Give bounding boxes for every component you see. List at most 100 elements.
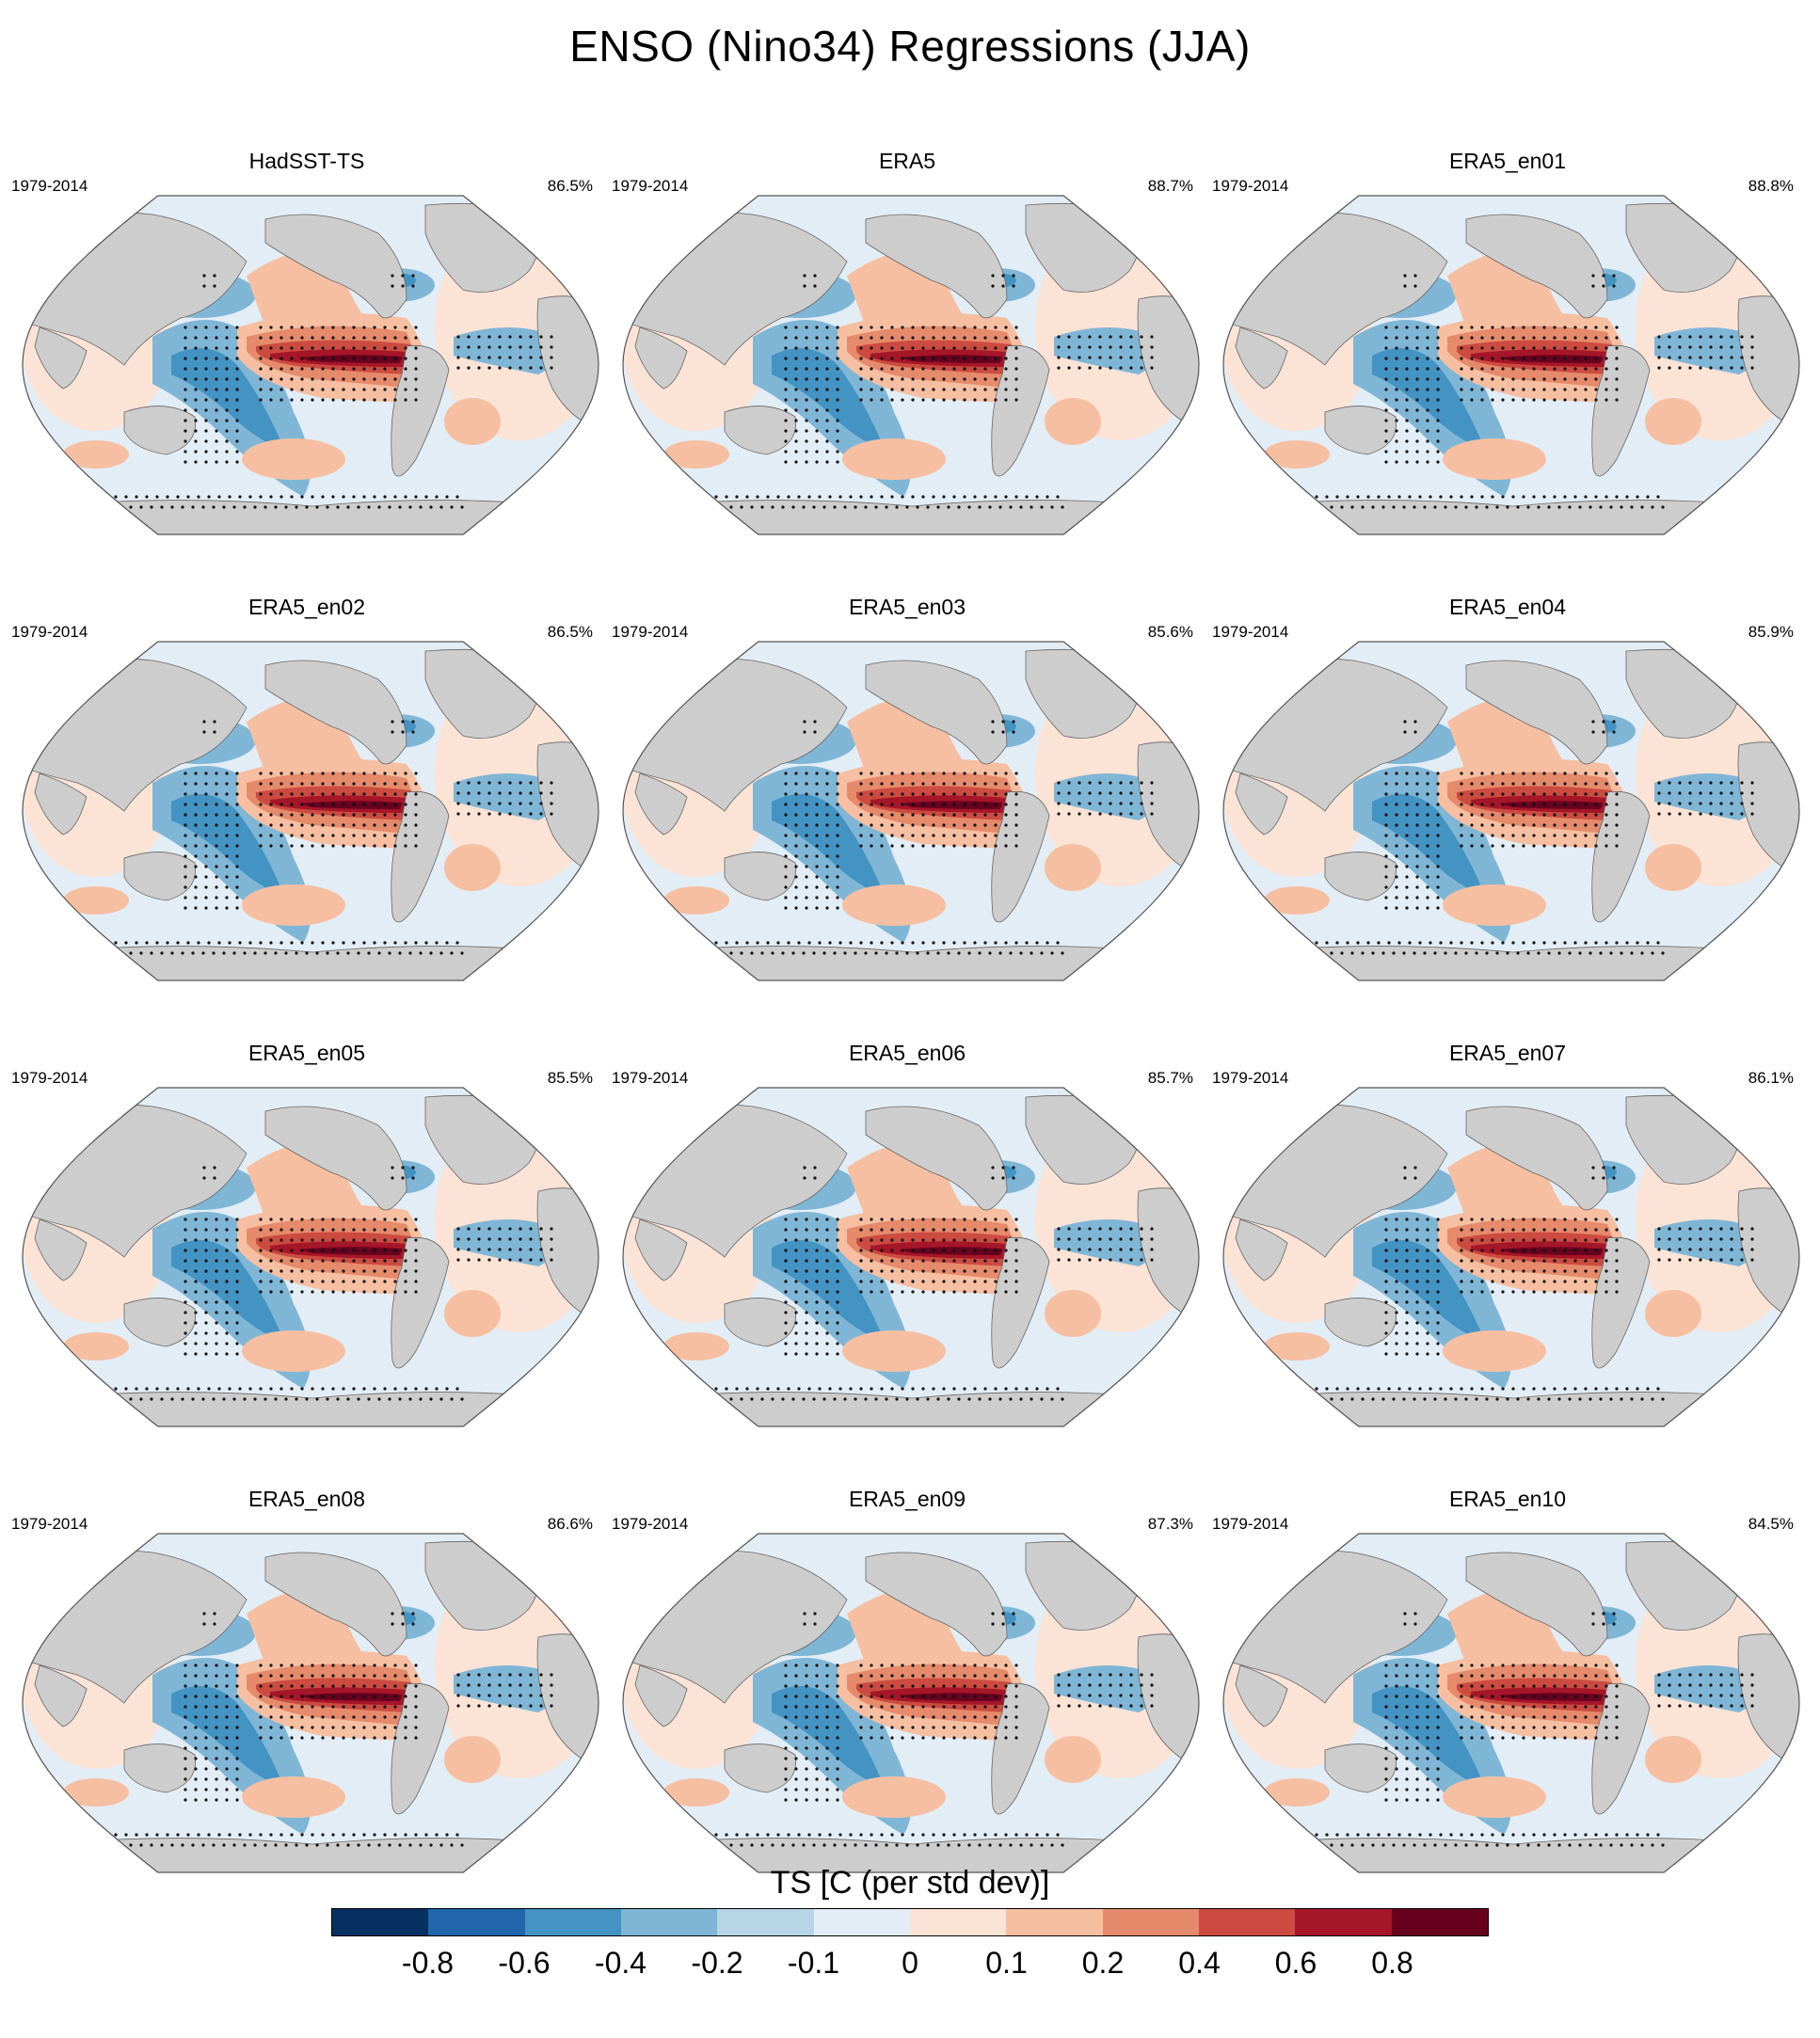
significance-dot — [870, 1715, 873, 1719]
significance-dot — [719, 1397, 723, 1401]
map-content — [623, 196, 1199, 534]
significance-dot — [802, 1843, 806, 1847]
significance-dot — [973, 1249, 977, 1252]
significance-dot — [311, 1387, 314, 1391]
significance-dot — [1740, 812, 1744, 816]
significance-dot — [228, 1833, 231, 1837]
significance-dot — [1004, 1664, 1008, 1667]
significance-dot — [1067, 1248, 1071, 1251]
significance-dot — [424, 941, 428, 945]
significance-dot — [936, 1397, 940, 1401]
significance-dot — [1511, 346, 1515, 350]
significance-dot — [805, 357, 808, 360]
significance-dot — [784, 1290, 788, 1294]
significance-dot — [1129, 1673, 1133, 1677]
significance-dot — [973, 1695, 977, 1698]
significance-dot — [1014, 782, 1018, 786]
anomaly-contour — [454, 773, 560, 820]
significance-dot — [1719, 356, 1723, 359]
significance-dot — [1129, 1227, 1133, 1231]
significance-dot — [331, 792, 335, 796]
significance-dot — [794, 1746, 798, 1750]
significance-dot — [1651, 951, 1654, 955]
significance-dot — [932, 823, 935, 827]
significance-dot — [1470, 1259, 1474, 1263]
significance-dot — [129, 951, 133, 955]
significance-dot — [1078, 356, 1081, 359]
significance-dot — [911, 792, 915, 796]
land-mass — [264, 1106, 407, 1211]
significance-dot — [1014, 1674, 1018, 1678]
significance-dot — [1067, 781, 1071, 785]
significance-dot — [880, 1228, 884, 1232]
significance-dot — [952, 803, 956, 806]
significance-dot — [1522, 1238, 1525, 1242]
significance-dot — [859, 1280, 863, 1283]
significance-dot — [1426, 1798, 1429, 1802]
significance-dot — [311, 1736, 314, 1740]
significance-dot — [825, 398, 829, 402]
significance-dot — [942, 495, 946, 499]
significance-dot — [947, 951, 950, 955]
significance-dot — [1584, 1387, 1588, 1391]
significance-dot — [994, 326, 998, 329]
significance-dot — [825, 1321, 829, 1325]
significance-dot — [1067, 1683, 1071, 1687]
significance-dot — [508, 1704, 512, 1708]
significance-dot — [1542, 1249, 1546, 1252]
significance-dot — [1594, 1218, 1598, 1221]
significance-dot — [300, 1674, 304, 1678]
significance-dot — [1433, 1843, 1437, 1847]
significance-dot — [1640, 505, 1644, 509]
significance-dot — [456, 812, 460, 816]
significance-dot — [414, 398, 418, 402]
significance-dot — [204, 813, 208, 817]
significance-dot — [419, 1843, 423, 1847]
significance-dot — [942, 326, 946, 329]
significance-dot — [243, 1397, 247, 1401]
significance-dot — [1067, 791, 1071, 795]
significance-dot — [235, 782, 239, 786]
significance-dot — [1688, 1227, 1692, 1231]
significance-dot — [1656, 1387, 1660, 1391]
significance-dot — [1553, 1238, 1557, 1242]
significance-dot — [1088, 366, 1092, 370]
significance-dot — [1384, 1788, 1388, 1791]
significance-dot — [1491, 782, 1494, 786]
significance-dot — [1088, 781, 1092, 785]
significance-dot — [352, 1228, 356, 1232]
significance-dot — [1553, 803, 1557, 806]
significance-dot — [1001, 1622, 1005, 1626]
significance-dot — [135, 495, 138, 499]
significance-dot — [1004, 336, 1008, 340]
significance-dot — [331, 326, 335, 329]
significance-dot — [194, 1777, 198, 1781]
anomaly-contour — [842, 884, 946, 926]
significance-dot — [456, 1258, 460, 1262]
significance-dot — [1630, 1843, 1634, 1847]
significance-dot — [477, 1694, 481, 1697]
significance-dot — [326, 1843, 329, 1847]
significance-dot — [235, 408, 239, 412]
significance-dot — [1495, 1843, 1499, 1847]
significance-dot — [901, 1238, 904, 1242]
significance-dot — [880, 772, 884, 775]
significance-dot — [825, 834, 829, 837]
significance-dot — [197, 1833, 200, 1837]
significance-dot — [1750, 791, 1754, 795]
significance-dot — [1019, 951, 1023, 955]
land-mass — [1324, 1743, 1397, 1793]
significance-dot — [1415, 1705, 1419, 1709]
significance-dot — [1129, 345, 1133, 349]
significance-dot — [805, 1726, 808, 1729]
significance-dot — [184, 1300, 187, 1304]
significance-dot — [836, 1238, 839, 1242]
significance-dot — [901, 495, 904, 499]
significance-dot — [1522, 1269, 1525, 1273]
significance-dot — [404, 1684, 407, 1688]
significance-dot — [1405, 1705, 1409, 1709]
significance-dot — [184, 865, 187, 868]
significance-dot — [184, 1311, 187, 1314]
significance-dot — [1491, 834, 1494, 837]
significance-dot — [331, 1736, 335, 1740]
